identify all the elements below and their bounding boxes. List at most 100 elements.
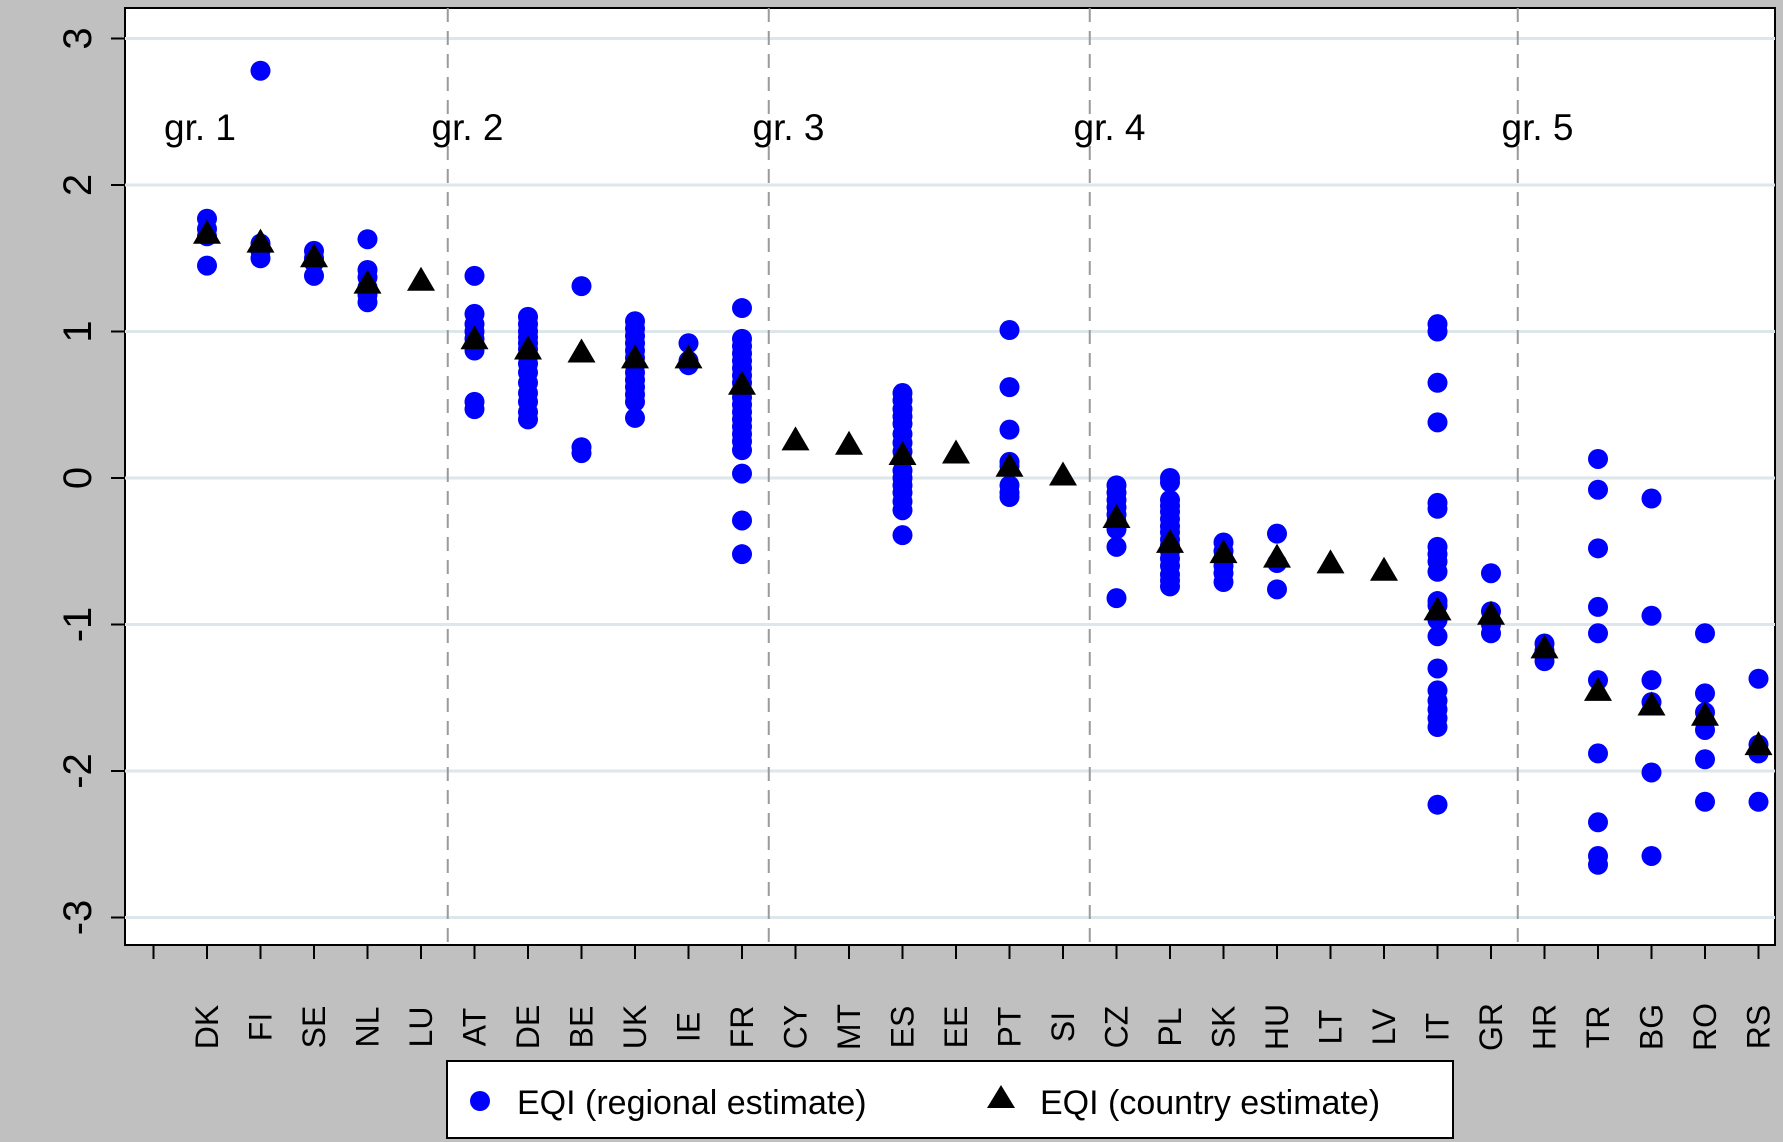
regional-point [1106,536,1127,557]
regional-point [1427,498,1448,519]
regional-point [732,440,752,461]
x-tick-label: DK [189,1005,225,1049]
legend-label-country: EQI (country estimate) [1040,1084,1380,1122]
regional-point [1427,658,1448,679]
regional-point [357,229,378,250]
regional-point [1641,605,1662,626]
legend-box [446,1060,1454,1139]
axes: -3 -2 -1 0 1 2 3 DK FI SE NL LU AT DE BE UK IE FR CY MT ES EE… [56,27,1777,1051]
country-point [1744,731,1773,756]
x-tick-label: UK [617,1005,653,1049]
regional-point [1695,791,1715,812]
regional-point [1588,479,1608,500]
country-point [621,344,649,369]
y-tick-label: -2 [56,753,100,789]
y-tick-label: 2 [56,174,100,196]
country-point [1209,539,1238,564]
x-tick-label: GR [1473,1003,1509,1051]
country-point [193,219,221,244]
regional-point [464,265,485,286]
regional-point [1427,717,1448,738]
regional-point [1106,588,1127,609]
x-tick-label: DE [510,1005,546,1049]
x-tick-label: CY [778,1005,814,1049]
x-tick-label: CZ [1099,1006,1135,1049]
x-tick-label: SK [1206,1006,1242,1049]
country-point [728,370,756,395]
group-labels: gr. 1 gr. 2 gr. 3 gr. 4 gr. 5 [164,107,1574,148]
regional-point [1588,812,1608,833]
regional-point [571,443,592,464]
regional-point [1641,488,1662,509]
regional-point [1427,321,1448,342]
regional-point [732,298,752,319]
regional-point [1267,579,1287,600]
x-tick-label: LU [403,1007,439,1048]
country-point [995,452,1024,477]
regional-point [1213,572,1234,593]
country-point [1423,596,1452,621]
regional-point [1695,623,1715,644]
country-point [1477,600,1505,625]
country-point [888,441,917,466]
country-point [781,426,810,451]
regional-point [1427,626,1448,647]
x-tick-label: IE [671,1012,707,1042]
country-point [1263,543,1291,568]
regional-point [1641,762,1662,783]
regional-point [250,60,271,81]
country-point [1049,461,1077,486]
x-tick-label: IT [1420,1013,1456,1041]
regional-point [892,500,913,521]
x-tick-label: TR [1580,1006,1616,1049]
regional-point [1748,668,1769,689]
x-tick-label: EE [938,1006,974,1049]
regional-point [1641,670,1662,691]
x-tick-label: SI [1045,1012,1081,1042]
country-point [460,325,489,350]
regional-point [999,419,1020,440]
country-point [835,430,863,455]
x-tick-label: FI [243,1013,279,1041]
country-point [1584,676,1612,701]
country-point [353,269,382,294]
y-tick-label: -3 [56,900,100,936]
regional-point [625,407,645,428]
country-point [1530,634,1559,659]
x-tick-label: HR [1527,1004,1563,1050]
y-tick-label: 0 [56,467,100,489]
x-tick-label: HU [1259,1004,1295,1050]
group-label: gr. 1 [164,107,236,148]
regional-point [999,377,1020,398]
country-point [942,439,970,464]
regional-point [1427,561,1448,582]
country-point [514,335,542,360]
regional-point [518,409,538,430]
regional-point [1160,576,1180,597]
regional-point [892,525,913,546]
country-point [567,338,596,363]
legend: EQI (regional estimate) EQI (country est… [446,1060,1454,1139]
x-tick-label: ES [885,1006,921,1049]
group-label: gr. 2 [432,107,504,148]
x-tick-label: FR [724,1006,760,1049]
regional-point [1641,845,1662,866]
country-point [407,266,435,291]
x-tick-label: PL [1152,1007,1188,1046]
regional-point [999,487,1020,508]
regional-point [1427,794,1448,815]
regional-point [1267,523,1287,544]
x-tick-label: PT [992,1007,1028,1048]
regional-point [1427,412,1448,433]
regional-point [1748,791,1769,812]
regional-point [1695,683,1715,704]
country-point [1370,556,1398,581]
x-tick-label: MT [831,1004,867,1050]
regional-point [1588,623,1608,644]
country-point [1316,549,1345,574]
group-label: gr. 5 [1502,107,1574,148]
x-tick-label: BG [1634,1004,1670,1050]
country-points [193,219,1773,756]
group-label: gr. 3 [753,107,825,148]
x-tick-label: LT [1313,1010,1349,1045]
